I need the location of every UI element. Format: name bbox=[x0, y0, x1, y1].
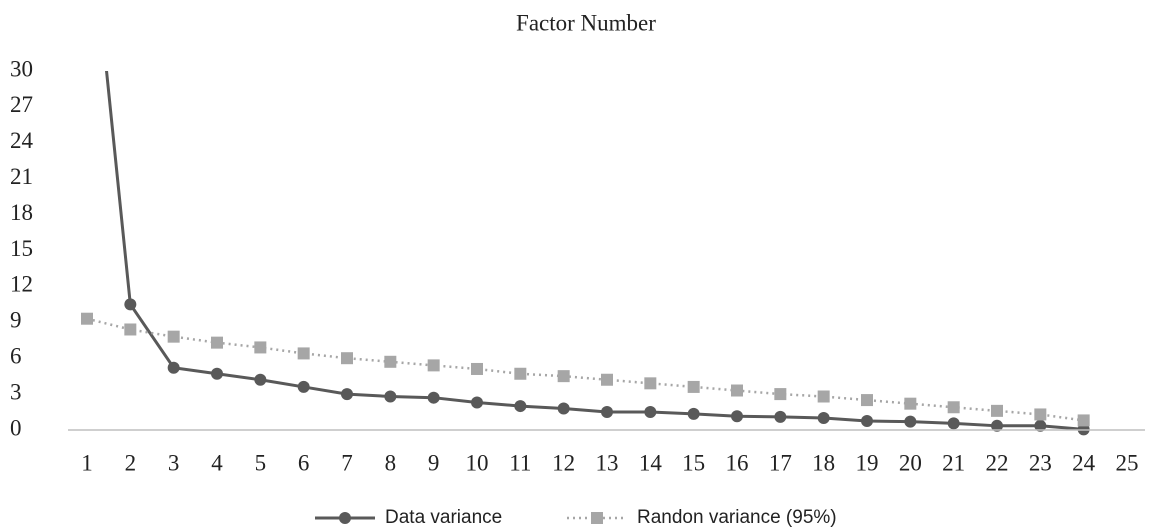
point bbox=[514, 400, 527, 413]
point bbox=[81, 312, 93, 325]
point bbox=[644, 406, 657, 419]
point bbox=[731, 384, 743, 397]
point bbox=[861, 394, 873, 407]
x-tick-label: 17 bbox=[769, 450, 792, 475]
point bbox=[167, 361, 180, 374]
x-tick-label: 24 bbox=[1072, 450, 1096, 475]
point bbox=[817, 412, 830, 425]
x-tick-label: 20 bbox=[899, 450, 922, 475]
x-tick-label: 19 bbox=[856, 450, 879, 475]
x-tick-label: 14 bbox=[639, 450, 663, 475]
point bbox=[644, 377, 657, 390]
point bbox=[297, 380, 310, 393]
y-tick-label: 21 bbox=[10, 164, 33, 189]
series-line bbox=[105, 71, 1084, 431]
x-tick-label: 5 bbox=[255, 450, 267, 475]
point bbox=[341, 388, 353, 401]
y-tick-label: 27 bbox=[10, 92, 33, 117]
point bbox=[124, 298, 137, 311]
point bbox=[687, 380, 700, 393]
point bbox=[947, 401, 960, 414]
point bbox=[687, 407, 700, 420]
x-tick-label: 11 bbox=[509, 450, 531, 475]
y-tick-label: 30 bbox=[10, 56, 33, 81]
point bbox=[124, 323, 137, 336]
y-tick-label: 15 bbox=[10, 236, 33, 261]
point bbox=[254, 341, 267, 354]
x-tick-label: 21 bbox=[942, 450, 965, 475]
y-tick-label: 3 bbox=[10, 379, 22, 404]
x-tick-label: 7 bbox=[341, 450, 353, 475]
point bbox=[297, 347, 310, 360]
y-tick-label: 9 bbox=[10, 308, 22, 333]
x-tick-label: 22 bbox=[986, 450, 1009, 475]
point bbox=[817, 390, 830, 403]
y-tick-label: 24 bbox=[10, 128, 34, 153]
point bbox=[947, 417, 960, 430]
series-line bbox=[86, 317, 1084, 422]
x-tick-label: 2 bbox=[125, 450, 137, 475]
point bbox=[254, 373, 267, 386]
legend-marker bbox=[339, 512, 351, 524]
point bbox=[991, 404, 1003, 417]
point bbox=[904, 415, 917, 428]
x-tick-label: 8 bbox=[385, 450, 397, 475]
point bbox=[904, 397, 917, 410]
point bbox=[384, 390, 397, 403]
x-tick-label: 15 bbox=[682, 450, 705, 475]
y-tick-label: 0 bbox=[10, 415, 22, 440]
x-tick-label: 10 bbox=[466, 450, 489, 475]
point bbox=[471, 362, 483, 375]
x-tick-label: 18 bbox=[812, 450, 835, 475]
point bbox=[341, 352, 353, 365]
point bbox=[774, 388, 787, 401]
point bbox=[601, 373, 613, 386]
y-tick-label: 12 bbox=[10, 272, 33, 297]
y-tick-label: 6 bbox=[10, 343, 22, 368]
legend-label: Randon variance (95%) bbox=[637, 507, 837, 528]
point bbox=[427, 359, 440, 372]
point bbox=[601, 406, 613, 419]
x-tick-label: 23 bbox=[1029, 450, 1052, 475]
point bbox=[384, 355, 397, 368]
x-tick-label: 16 bbox=[726, 450, 749, 475]
point bbox=[557, 402, 570, 415]
point bbox=[427, 391, 440, 404]
x-tick-label: 3 bbox=[168, 450, 180, 475]
point bbox=[731, 410, 743, 423]
point bbox=[991, 419, 1003, 432]
point bbox=[1077, 414, 1090, 427]
point bbox=[861, 415, 873, 428]
point bbox=[471, 396, 483, 409]
y-tick-label: 18 bbox=[10, 200, 33, 225]
legend-label: Data variance bbox=[385, 507, 502, 528]
point bbox=[1034, 408, 1047, 421]
x-tick-label: 6 bbox=[298, 450, 310, 475]
chart-title: Factor Number bbox=[516, 10, 656, 35]
point bbox=[211, 367, 223, 380]
x-tick-label: 4 bbox=[211, 450, 223, 475]
plot-area bbox=[81, 71, 1090, 436]
legend-marker bbox=[591, 512, 603, 524]
point bbox=[557, 370, 570, 383]
point bbox=[1034, 419, 1047, 432]
x-tick-label: 25 bbox=[1116, 450, 1139, 475]
x-tick-label: 13 bbox=[596, 450, 619, 475]
x-tick-label: 9 bbox=[428, 450, 440, 475]
x-tick-label: 1 bbox=[81, 450, 93, 475]
point bbox=[211, 336, 223, 349]
point bbox=[167, 330, 180, 343]
point bbox=[774, 410, 787, 423]
x-tick-label: 12 bbox=[552, 450, 575, 475]
point bbox=[514, 367, 527, 380]
